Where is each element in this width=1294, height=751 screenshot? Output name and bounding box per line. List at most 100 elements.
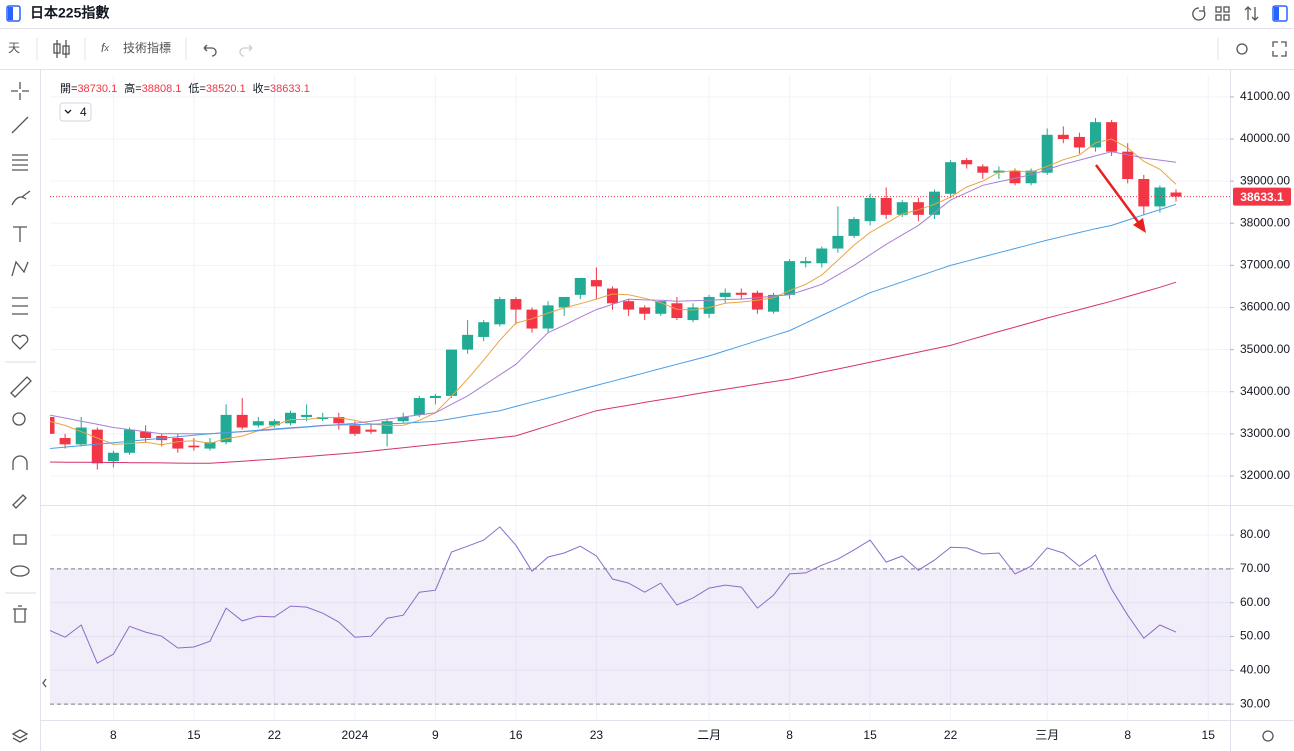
- candle-body: [510, 299, 522, 310]
- candle-body: [365, 429, 377, 432]
- y-tick-label: 40.00: [1240, 662, 1270, 676]
- lock-tool[interactable]: [13, 534, 27, 545]
- refresh-button[interactable]: [1192, 6, 1206, 21]
- fib-tool[interactable]: [12, 154, 28, 171]
- candle-body: [172, 438, 184, 449]
- y-tick-label: 40000.00: [1240, 131, 1290, 145]
- candle-body: [574, 277, 586, 295]
- pattern-tool[interactable]: [11, 260, 29, 277]
- candle-body: [961, 160, 973, 165]
- trend-arrow: [1094, 164, 1143, 227]
- panel-button[interactable]: [1272, 5, 1288, 22]
- interval-button[interactable]: 天: [8, 41, 20, 55]
- magnet-tool[interactable]: [12, 455, 28, 470]
- lock-drawing-tool[interactable]: [12, 494, 27, 509]
- settings-button[interactable]: [1236, 43, 1248, 55]
- candle-body: [945, 162, 957, 194]
- candle-body: [590, 280, 602, 287]
- x-tick-label: 16: [509, 728, 523, 742]
- y-tick-label: 33000.00: [1240, 426, 1290, 440]
- delete-tool[interactable]: [13, 605, 27, 623]
- x-tick-label: 8: [110, 728, 117, 742]
- candle-body: [494, 299, 506, 325]
- y-tick-label: 39000.00: [1240, 173, 1290, 187]
- legend-key: 收=: [253, 81, 270, 95]
- x-tick-label: 22: [944, 728, 958, 742]
- crosshair-tool[interactable]: [11, 82, 29, 100]
- fx-icon: fx: [101, 41, 109, 55]
- candle-body: [1041, 134, 1053, 173]
- candle-body: [1170, 192, 1182, 197]
- candle-body: [896, 202, 908, 215]
- chart-type-button[interactable]: [53, 40, 70, 58]
- candle-body: [1154, 187, 1166, 207]
- undo-button[interactable]: [203, 44, 217, 57]
- candle-body: [832, 235, 844, 249]
- indicator-toggle[interactable]: [59, 102, 92, 122]
- candle-body: [1025, 170, 1037, 184]
- zoom-tool[interactable]: [12, 412, 26, 426]
- candle-body: [639, 307, 651, 314]
- candle-body: [784, 261, 796, 295]
- forecast-tool[interactable]: [12, 297, 28, 315]
- candle-body: [977, 166, 989, 173]
- axes: 32000.00 33000.00 34000.00 35000.00 36000.00…: [110, 89, 1291, 742]
- candle-body: [462, 334, 474, 350]
- candle-body: [1057, 134, 1069, 140]
- price-grid: [50, 75, 1230, 720]
- timezone-settings[interactable]: [1262, 730, 1274, 742]
- candle-body: [268, 421, 280, 426]
- legend-value: 38520.1: [206, 83, 246, 95]
- text-tool[interactable]: [13, 226, 27, 242]
- x-tick-label: 9: [432, 728, 439, 742]
- visibility-tool[interactable]: [10, 565, 30, 577]
- candle-body: [912, 202, 924, 215]
- candle-body: [864, 197, 876, 222]
- redo-button[interactable]: [239, 44, 253, 57]
- app-icon: [6, 5, 21, 22]
- x-tick-label: 15: [187, 728, 201, 742]
- brush-tool[interactable]: [11, 190, 31, 206]
- candle-body: [816, 248, 828, 264]
- candle-body: [1138, 179, 1150, 207]
- candle-body: [848, 219, 860, 236]
- candle-body: [1122, 151, 1134, 180]
- x-tick-label: 8: [1124, 728, 1131, 742]
- fullscreen-button[interactable]: [1272, 41, 1287, 57]
- sort-button[interactable]: [1244, 6, 1259, 21]
- ohlc-legend: 開= 38730.1 高= 38808.1 低= 38520.1 收= 38633.1: [60, 81, 310, 95]
- ruler-tool[interactable]: [10, 376, 32, 398]
- indicators-button[interactable]: 技術指標: [123, 40, 171, 55]
- y-tick-label: 30.00: [1240, 696, 1270, 710]
- collapse-button[interactable]: [42, 678, 47, 688]
- candle-body: [236, 414, 248, 428]
- drawing-tools: [5, 82, 1274, 743]
- rsi-line: [50, 526, 1177, 664]
- y-tick-label: 34000.00: [1240, 384, 1290, 398]
- candle-body: [993, 170, 1005, 173]
- favorites-tool[interactable]: [11, 334, 29, 350]
- rsi-plot: [50, 526, 1177, 664]
- candle-body: [542, 305, 554, 329]
- candle-body: [880, 197, 892, 215]
- window-title: 日本225指數: [30, 5, 109, 21]
- x-tick-label: 15: [863, 728, 877, 742]
- candle-body: [91, 429, 103, 464]
- rsi-grid: [50, 534, 1230, 705]
- last-price-badge: [1233, 187, 1291, 206]
- last-price-label: 38633.1: [1240, 190, 1284, 204]
- candle-body: [446, 349, 457, 396]
- layers-button[interactable]: [11, 729, 29, 743]
- x-tick-label: 2024: [342, 728, 369, 742]
- layout-button[interactable]: [1215, 6, 1230, 21]
- candle-body: [655, 301, 667, 314]
- legend-value: 38808.1: [142, 83, 182, 95]
- legend-value: 38633.1: [270, 83, 310, 95]
- moving-average-line: [50, 281, 1177, 464]
- candle-body: [800, 261, 812, 264]
- candle-body: [188, 445, 200, 448]
- trendline-tool[interactable]: [11, 116, 29, 134]
- candle-body: [558, 296, 570, 308]
- candle-body: [413, 398, 425, 415]
